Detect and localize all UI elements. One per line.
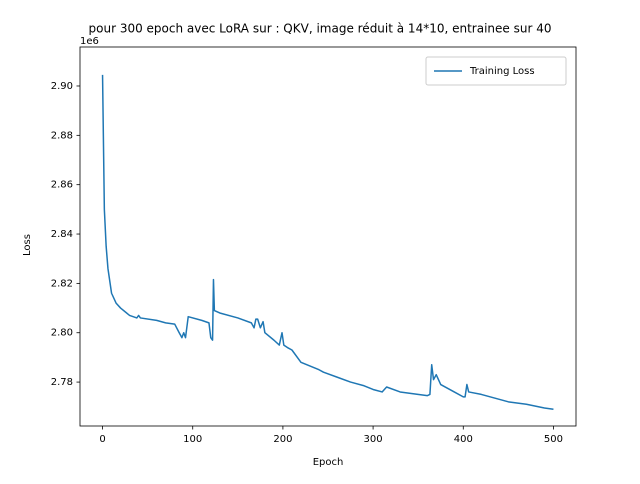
x-tick-label: 100	[183, 434, 202, 445]
axes-frame	[79, 46, 577, 427]
y-tick-label: 2.80	[51, 328, 73, 339]
plot-area: 0 100 200 300 400 500 2.78 2.80 2.82 2.84 2.86 2.88…	[51, 74, 563, 445]
y-tick-label: 2.84	[51, 229, 73, 240]
legend-box	[425, 56, 567, 86]
y-tick-label: 2.82	[51, 278, 73, 289]
x-tick-label: 0	[99, 434, 105, 445]
y-offset-label: 1e6	[80, 36, 99, 47]
y-tick-label: 2.88	[51, 130, 73, 141]
legend-label: Training Loss	[469, 66, 535, 77]
x-tick-label: 500	[544, 434, 563, 445]
x-tick-label: 400	[454, 434, 473, 445]
x-axis-label: Epoch	[313, 457, 344, 468]
y-axis-label: Loss	[22, 234, 33, 256]
y-tick-label: 2.86	[51, 180, 73, 191]
chart-title: pour 300 epoch avec LoRA sur : QKV, imag…	[89, 22, 552, 36]
y-tick-label: 2.78	[51, 377, 73, 388]
data-line	[101, 74, 554, 410]
x-tick-label: 200	[273, 434, 292, 445]
y-tick-label: 2.90	[51, 81, 73, 92]
x-tick-label: 300	[364, 434, 383, 445]
legend: Training Loss	[425, 56, 567, 86]
